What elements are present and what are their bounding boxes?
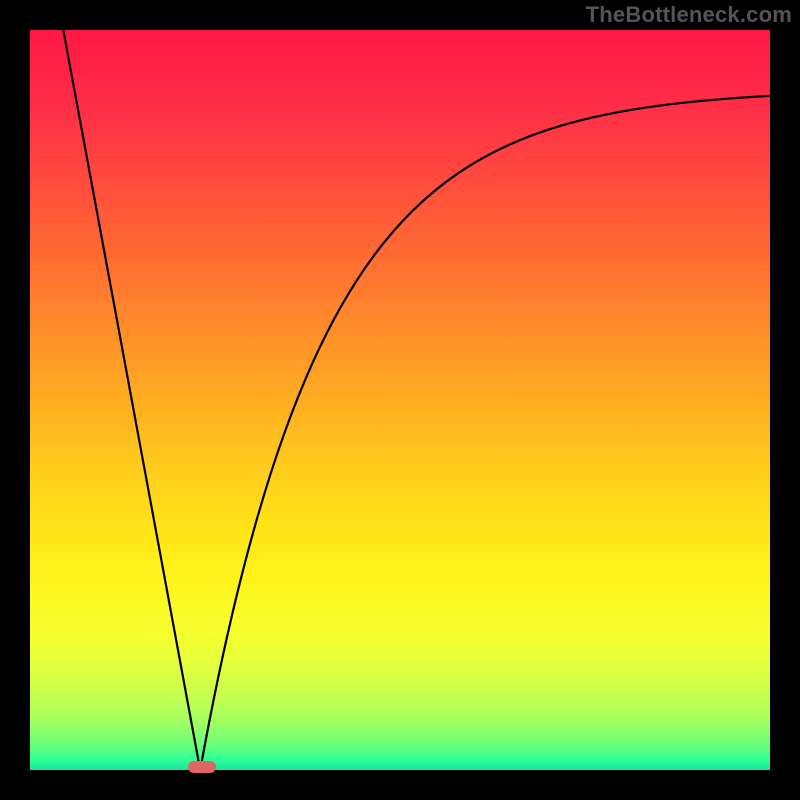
- chart-svg: [30, 30, 770, 770]
- gradient-background: [30, 30, 770, 770]
- plot-area: [30, 30, 770, 770]
- watermark-label: TheBottleneck.com: [586, 2, 792, 28]
- curve-min-marker: [188, 761, 216, 772]
- chart-frame: TheBottleneck.com: [0, 0, 800, 800]
